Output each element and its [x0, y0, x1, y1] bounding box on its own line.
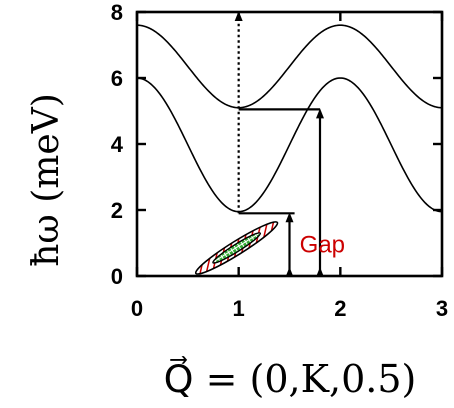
series-line-2: [137, 77, 442, 213]
series-line-1: [137, 24, 442, 109]
y-axis-label: ħω (meV): [26, 93, 67, 267]
y-tick-label: 8: [111, 0, 123, 25]
x-tick-label: 0: [131, 296, 143, 321]
x-tick-label: 1: [233, 296, 245, 321]
gap-annotation: Gap: [300, 232, 345, 259]
y-tick-label: 2: [111, 198, 123, 223]
y-tick-label: 6: [111, 66, 123, 91]
x-tick-label: 3: [436, 296, 448, 321]
inner-dotted-ellipse: [212, 232, 262, 264]
y-tick-label: 0: [111, 264, 123, 289]
x-axis-label: Q⃗ = (0,K,0.5): [164, 356, 417, 401]
x-tick-label: 2: [334, 296, 346, 321]
y-tick-label: 4: [111, 132, 124, 157]
